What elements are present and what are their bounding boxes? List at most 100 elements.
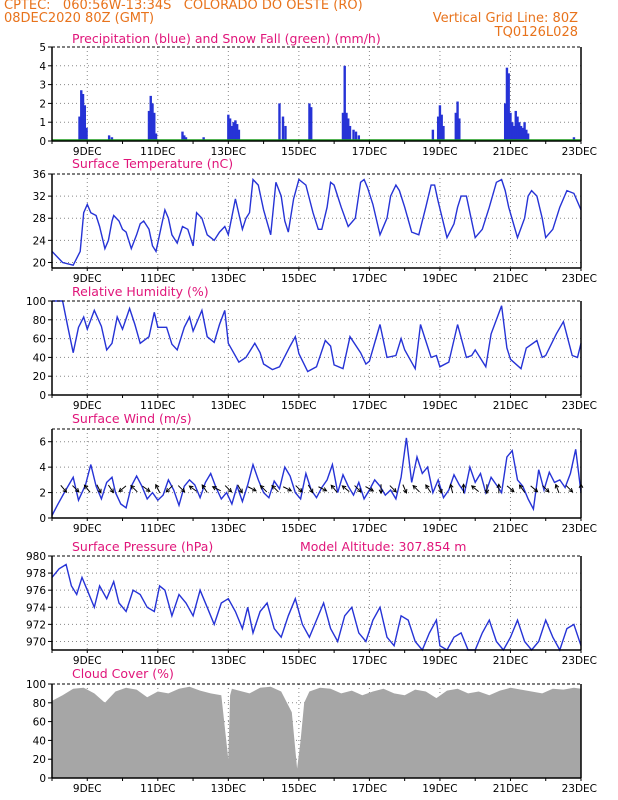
precip-bar: [354, 131, 358, 141]
wind-arrow: [318, 486, 327, 492]
precip-bar: [458, 118, 461, 141]
precip-bar: [345, 112, 348, 141]
precip-xtick-label: 15DEC: [281, 146, 316, 158]
precip-title: Precipitation (blue) and Snow Fall (gree…: [72, 31, 381, 46]
temp-xtick-label: 15DEC: [281, 273, 316, 285]
wind-xtick-label: 23DEC: [562, 523, 597, 535]
temp-xtick-label: 17DEC: [352, 273, 387, 285]
wind-arrow: [389, 485, 397, 493]
wind-arrow: [72, 485, 80, 493]
wind-arrow: [96, 484, 102, 494]
temp-xtick-label: 13DEC: [211, 273, 246, 285]
rh-xtick-label: 17DEC: [352, 400, 387, 412]
precip-ytick-label: 2: [39, 98, 46, 110]
wind-arrow-head: [356, 487, 362, 493]
wind-arrow-head: [484, 489, 490, 495]
pres-xtick-label: 21DEC: [493, 655, 528, 667]
precip-bar: [526, 133, 530, 141]
header-datetime: 08DEC2020 80Z (GMT): [4, 11, 155, 26]
wind-arrow-head: [533, 487, 539, 493]
wind-arrow: [449, 484, 454, 494]
temp-ytick-label: 20: [33, 257, 46, 269]
precip-bar: [440, 114, 443, 141]
precip-bar: [183, 135, 186, 141]
pres-xtick-label: 17DEC: [352, 655, 387, 667]
wind-arrow-head: [271, 484, 277, 490]
precip-bar: [278, 103, 281, 141]
wind-arrow-head: [145, 487, 151, 492]
wind-arrow-head: [438, 488, 443, 494]
precip-bar: [507, 73, 510, 141]
precip-bar: [511, 122, 514, 141]
temp-title: Surface Temperature (nC): [72, 156, 233, 171]
wind-arrow: [425, 484, 432, 493]
precip-bar: [153, 112, 156, 141]
pres-ytick-label: 974: [26, 602, 46, 614]
rh-xtick-label: 13DEC: [211, 400, 246, 412]
wind-arrow: [212, 486, 221, 492]
precip-bar: [235, 124, 239, 141]
wind-arrow: [165, 485, 173, 493]
precip-bar: [341, 112, 345, 141]
wind-arrow-head: [448, 483, 454, 489]
precip-bar: [572, 137, 576, 141]
precip-bar: [107, 135, 111, 141]
precip-bar: [348, 125, 352, 141]
temp-xtick-label: 21DEC: [493, 273, 528, 285]
wind-arrow-head: [109, 488, 114, 494]
pres-xtick-label: 11DEC: [140, 655, 175, 667]
wind-arrow-head: [211, 486, 217, 491]
wind-xtick-label: 15DEC: [281, 523, 316, 535]
pres-xtick-label: 13DEC: [211, 655, 246, 667]
precip-ytick-label: 5: [39, 42, 46, 54]
temp-xtick-label: 11DEC: [140, 273, 175, 285]
cloud-xtick-label: 15DEC: [281, 783, 316, 795]
wind-arrow: [237, 484, 243, 493]
cloud-xtick-label: 13DEC: [211, 783, 246, 795]
wind-arrow-head: [378, 489, 384, 495]
pres-xtick-label: 23DEC: [562, 655, 597, 667]
precip-bar: [352, 129, 355, 141]
precip-bar: [284, 125, 287, 141]
precip-bar: [503, 103, 507, 141]
pres-ytick-label: 980: [26, 551, 46, 563]
precip-bar: [80, 90, 83, 141]
precip-bar: [227, 114, 230, 141]
cloud-xtick-label: 17DEC: [352, 783, 387, 795]
rh-ytick-label: 20: [33, 371, 46, 383]
precip-xtick-label: 13DEC: [211, 146, 246, 158]
precip-ytick-label: 3: [39, 80, 46, 92]
temp-ytick-label: 32: [33, 191, 46, 203]
precip-bar: [228, 118, 232, 141]
wind-arrow-head: [509, 487, 515, 493]
wind-arrow-head: [259, 484, 265, 490]
wind-arrow: [282, 486, 292, 492]
cloud-ytick-label: 40: [33, 735, 46, 747]
wind-arrow-head: [118, 487, 124, 493]
cloud-xtick-label: 19DEC: [422, 783, 457, 795]
wind-arrow-head: [369, 487, 375, 492]
precip-bar: [202, 137, 205, 141]
wind-arrow: [542, 485, 550, 493]
wind-arrow-head: [470, 485, 476, 490]
rh-ytick-label: 0: [39, 390, 46, 402]
precip-xtick-label: 9DEC: [73, 146, 102, 158]
precip-bar: [509, 112, 512, 141]
rh-line: [52, 300, 582, 373]
precip-bar: [310, 107, 313, 141]
pres-xtick-label: 15DEC: [281, 655, 316, 667]
wind-arrow-head: [74, 487, 80, 493]
temp-ytick-label: 24: [33, 235, 47, 247]
wind-xtick-label: 11DEC: [140, 523, 175, 535]
wind-arrow: [330, 484, 338, 493]
wind-ytick-label: 4: [39, 462, 46, 474]
precip-ytick-label: 1: [39, 117, 46, 129]
rh-xtick-label: 15DEC: [281, 400, 316, 412]
wind-arrow: [260, 485, 268, 493]
cloud-title: Cloud Cover (%): [72, 666, 174, 681]
wind-arrow-head: [544, 487, 550, 493]
precip-bar: [518, 122, 521, 141]
wind-arrow: [402, 484, 407, 494]
rh-ytick-label: 80: [33, 315, 46, 327]
precip-bar: [512, 125, 516, 141]
